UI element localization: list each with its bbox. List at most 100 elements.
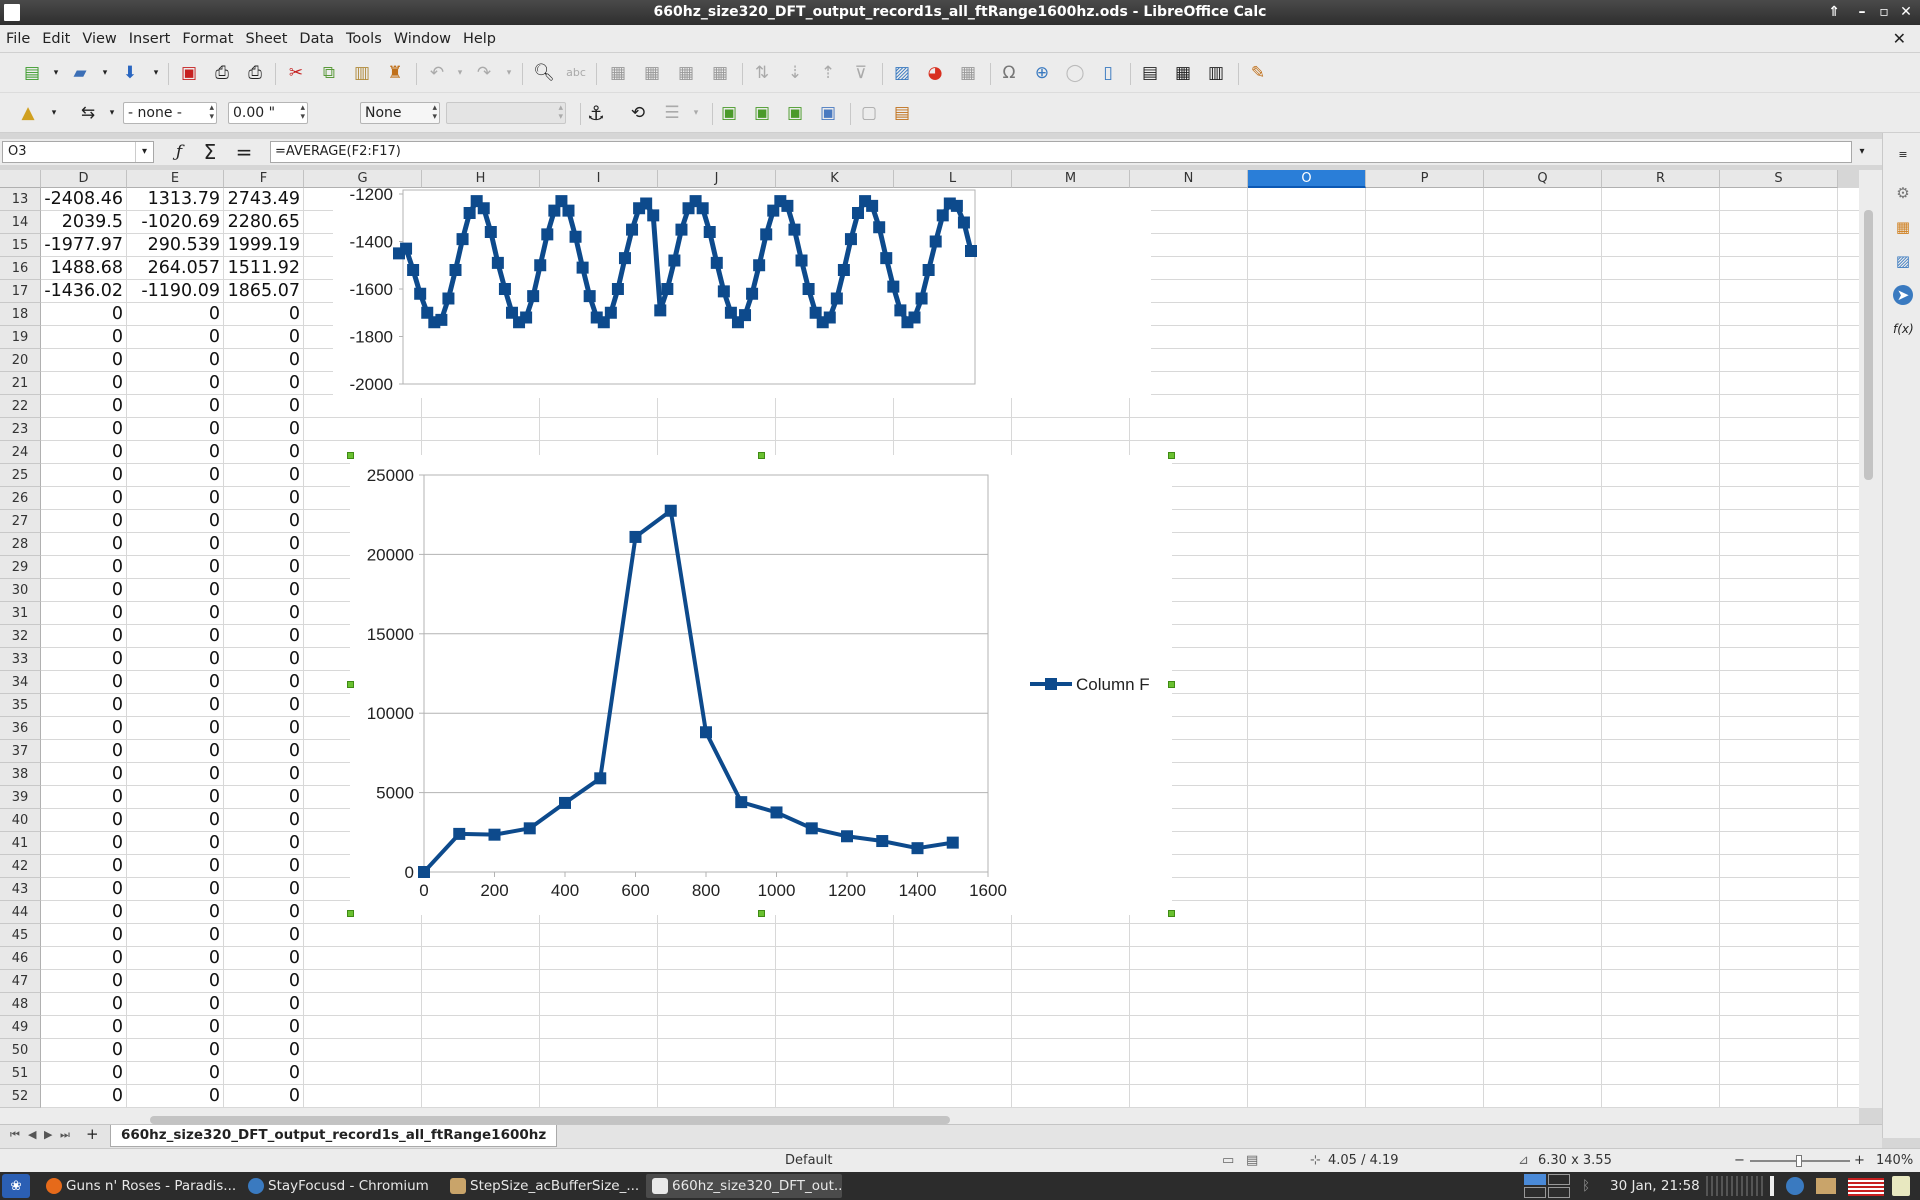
cell-d24[interactable]: 0 — [111, 442, 123, 462]
cell-f31[interactable]: 0 — [288, 603, 300, 623]
column-header-q[interactable]: Q — [1484, 170, 1602, 188]
redo-dropdown-icon[interactable]: ▾ — [506, 68, 512, 78]
export-pdf-icon[interactable]: ▣ — [180, 63, 198, 83]
column-header-h[interactable]: H — [422, 170, 540, 188]
rotate-icon[interactable]: ⟲ — [630, 103, 646, 123]
cell-d39[interactable]: 0 — [111, 787, 123, 807]
cell-f23[interactable]: 0 — [288, 419, 300, 439]
row-header-29[interactable]: 29 — [0, 556, 41, 579]
properties-icon[interactable]: ▤ — [893, 103, 911, 123]
chart-handle-bottom-left[interactable] — [347, 910, 354, 917]
waveform-chart[interactable]: -1200 -1400 -1600 -1800 -2000 — [333, 188, 1151, 398]
headers-footers-icon[interactable]: ▯ — [1103, 63, 1113, 83]
cell-e51[interactable]: 0 — [208, 1063, 220, 1083]
column-header-m[interactable]: M — [1012, 170, 1130, 188]
column-header-e[interactable]: E — [127, 170, 224, 188]
align-dropdown-icon[interactable]: ▾ — [693, 108, 699, 118]
us-flag-icon[interactable] — [1848, 1178, 1884, 1196]
undo-icon[interactable]: ↶ — [429, 63, 445, 83]
sidebar-menu-icon[interactable]: ≡ — [1898, 148, 1908, 161]
row-header-26[interactable]: 26 — [0, 487, 41, 510]
add-sheet-icon[interactable]: + — [86, 1125, 99, 1143]
sort-icon[interactable]: ⇅ — [754, 63, 770, 83]
files-tray-icon[interactable] — [1816, 1178, 1836, 1194]
chart-handle-middle-left[interactable] — [347, 681, 354, 688]
row-header-52[interactable]: 52 — [0, 1085, 41, 1108]
menu-window[interactable]: Window — [393, 31, 451, 47]
cell-e31[interactable]: 0 — [208, 603, 220, 623]
menu-insert[interactable]: Insert — [128, 31, 171, 47]
menu-sheet[interactable]: Sheet — [245, 31, 288, 47]
cell-e52[interactable]: 0 — [208, 1086, 220, 1106]
row-header-34[interactable]: 34 — [0, 671, 41, 694]
line-color-icon[interactable]: ▲ — [21, 103, 35, 123]
column-header-l[interactable]: L — [894, 170, 1012, 188]
cell-d27[interactable]: 0 — [111, 511, 123, 531]
cell-e49[interactable]: 0 — [208, 1017, 220, 1037]
cell-f37[interactable]: 0 — [288, 741, 300, 761]
zoom-level[interactable]: 140% — [1876, 1153, 1914, 1168]
cell-d17[interactable]: -1436.02 — [44, 281, 123, 301]
document-modified-icon[interactable]: ▤ — [1246, 1153, 1259, 1168]
area-style-select[interactable]: None ▴ ▾ — [360, 102, 440, 124]
select-all-corner[interactable] — [0, 170, 41, 188]
cell-e28[interactable]: 0 — [208, 534, 220, 554]
to-background-icon[interactable]: ▢ — [860, 103, 878, 123]
cell-f48[interactable]: 0 — [288, 994, 300, 1014]
cell-e47[interactable]: 0 — [208, 971, 220, 991]
send-to-back-icon[interactable]: ▣ — [819, 103, 837, 123]
cell-e29[interactable]: 0 — [208, 557, 220, 577]
line-style-select[interactable]: - none - ▴ ▾ — [123, 102, 217, 124]
menu-file[interactable]: File — [6, 31, 31, 47]
cell-e45[interactable]: 0 — [208, 925, 220, 945]
chart-handle-top-left[interactable] — [347, 452, 354, 459]
align-icon[interactable]: ☰ — [664, 103, 680, 123]
cell-d26[interactable]: 0 — [111, 488, 123, 508]
cell-f51[interactable]: 0 — [288, 1063, 300, 1083]
menu-help[interactable]: Help — [462, 31, 496, 47]
cell-d33[interactable]: 0 — [111, 649, 123, 669]
row-header-51[interactable]: 51 — [0, 1062, 41, 1085]
row-header-32[interactable]: 32 — [0, 625, 41, 648]
row-header-44[interactable]: 44 — [0, 901, 41, 924]
row-header-17[interactable]: 17 — [0, 280, 41, 303]
cell-d47[interactable]: 0 — [111, 971, 123, 991]
cell-f46[interactable]: 0 — [288, 948, 300, 968]
name-box[interactable]: O3 ▾ — [2, 141, 154, 163]
cell-e19[interactable]: 0 — [208, 327, 220, 347]
cell-f52[interactable]: 0 — [288, 1086, 300, 1106]
new-document-icon[interactable]: ▤ — [23, 63, 41, 83]
name-box-dropdown-icon[interactable]: ▾ — [135, 142, 153, 162]
row-header-24[interactable]: 24 — [0, 441, 41, 464]
cell-f41[interactable]: 0 — [288, 833, 300, 853]
row-header-41[interactable]: 41 — [0, 832, 41, 855]
row-header-20[interactable]: 20 — [0, 349, 41, 372]
sheet-tab[interactable]: 660hz_size320_DFT_output_record1s_all_ft… — [110, 1125, 558, 1147]
cell-e32[interactable]: 0 — [208, 626, 220, 646]
cell-e13[interactable]: 1313.79 — [147, 189, 220, 209]
arrow-style-icon[interactable]: ⇆ — [80, 103, 96, 123]
save-dropdown-icon[interactable]: ▾ — [153, 68, 159, 78]
cell-e50[interactable]: 0 — [208, 1040, 220, 1060]
vertical-scroll-thumb[interactable] — [1864, 210, 1873, 480]
cell-d37[interactable]: 0 — [111, 741, 123, 761]
row-header-49[interactable]: 49 — [0, 1016, 41, 1039]
formula-input[interactable]: =AVERAGE(F2:F17) — [270, 141, 1852, 163]
cell-f15[interactable]: 1999.19 — [227, 235, 300, 255]
sort-ascending-icon[interactable]: ⇣ — [787, 63, 803, 83]
row-header-48[interactable]: 48 — [0, 993, 41, 1016]
row-header-38[interactable]: 38 — [0, 763, 41, 786]
vertical-scrollbar[interactable] — [1859, 170, 1882, 1108]
cell-d13[interactable]: -2408.46 — [44, 189, 123, 209]
volume-icon[interactable] — [1770, 1176, 1774, 1196]
cell-f50[interactable]: 0 — [288, 1040, 300, 1060]
row-header-27[interactable]: 27 — [0, 510, 41, 533]
row-header-42[interactable]: 42 — [0, 855, 41, 878]
bring-forward-icon[interactable]: ▣ — [753, 103, 771, 123]
next-sheet-icon[interactable]: ▶ — [44, 1128, 53, 1141]
row-icon[interactable]: ▦ — [609, 63, 627, 83]
close-document-icon[interactable]: ✕ — [1892, 29, 1906, 48]
cell-f40[interactable]: 0 — [288, 810, 300, 830]
chart-handle-bottom-right[interactable] — [1168, 910, 1175, 917]
minimize-button[interactable]: – — [1858, 4, 1866, 20]
